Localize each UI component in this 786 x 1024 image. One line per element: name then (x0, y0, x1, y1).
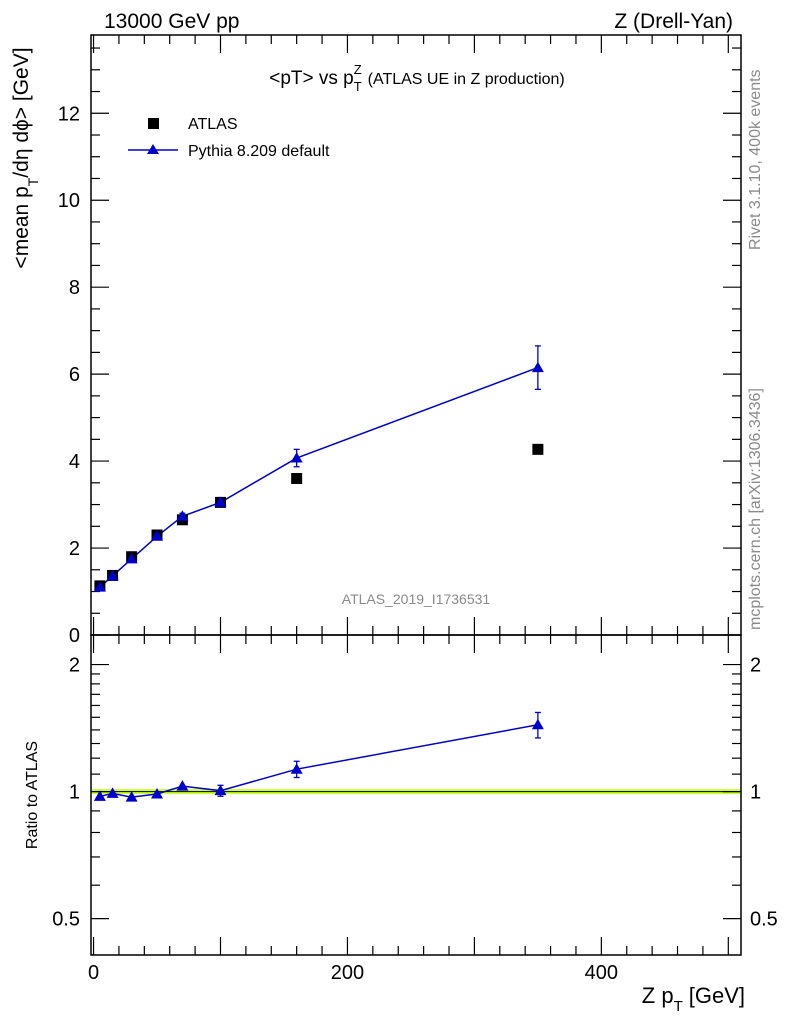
ratio-y-tick-label-right: 0.5 (750, 909, 778, 931)
analysis-watermark: ATLAS_2019_I1736531 (342, 591, 491, 607)
ratio-y-tick-label-right: 1 (750, 782, 761, 804)
legend-marker-pythia (147, 144, 159, 154)
ratio-y-tick-label-right: 2 (750, 655, 761, 677)
legend-label-pythia: Pythia 8.209 default (188, 143, 330, 160)
process-label: Z (Drell-Yan) (614, 10, 733, 33)
ratio-series (93, 711, 544, 802)
ratio-line (99, 724, 539, 798)
legend: ATLAS Pythia 8.209 default (128, 116, 330, 160)
mcplots-label: mcplots.cern.ch [arXiv:1306.3436] (747, 388, 764, 630)
atlas-point (291, 472, 303, 484)
ratio-point (290, 763, 303, 774)
energy-label: 13000 GeV pp (104, 10, 239, 33)
ratio-point (125, 791, 138, 802)
ratio-y-tick-label-left: 0.5 (52, 909, 80, 931)
ratio-point (531, 718, 544, 730)
x-tick-label: 400 (585, 962, 618, 984)
ratio-point (93, 790, 106, 801)
main-y-tick-label: 4 (69, 451, 80, 473)
pythia-point (93, 581, 106, 592)
main-y-tick-label: 0 (69, 625, 80, 647)
main-y-tick-label: 8 (69, 277, 80, 299)
ratio-y-tick-label-left: 2 (69, 655, 80, 677)
ratio-y-axis-label: Ratio to ATLAS (24, 741, 41, 849)
pythia-point (176, 510, 189, 521)
pythia-point (214, 496, 227, 507)
ratio-point (214, 784, 227, 796)
ratio-point (106, 787, 119, 798)
main-y-tick-label: 12 (58, 103, 80, 125)
pythia-point (125, 552, 138, 564)
plot-title: <pT> vs pTZ(ATLAS UE in Z production) (269, 62, 565, 94)
legend-label-atlas: ATLAS (188, 116, 238, 133)
x-tick-label: 200 (331, 962, 364, 984)
pythia-point (531, 361, 544, 373)
pythia-point (290, 452, 303, 463)
x-axis-label: Z pT [GeV] (642, 983, 745, 1015)
atlas-point (532, 443, 544, 455)
main-y-tick-label: 10 (58, 190, 80, 212)
ratio-point (151, 787, 164, 799)
axis-ticks (91, 35, 741, 955)
main-series (93, 345, 544, 592)
ratio-point (176, 780, 189, 791)
main-y-tick-label: 6 (69, 364, 80, 386)
x-tick-label: 0 (88, 962, 99, 984)
main-y-tick-label: 2 (69, 538, 80, 560)
y-axis-label: <mean pT/dη dϕ> [GeV] (10, 47, 41, 268)
pythia-line (99, 366, 539, 588)
ratio-y-tick-label-left: 1 (69, 782, 80, 804)
ratio-panel-frame (90, 634, 742, 956)
pythia-point (106, 569, 119, 581)
legend-marker-atlas (148, 118, 159, 129)
pythia-point (151, 530, 164, 541)
rivet-label: Rivet 3.1.10, 400k events (747, 69, 764, 250)
